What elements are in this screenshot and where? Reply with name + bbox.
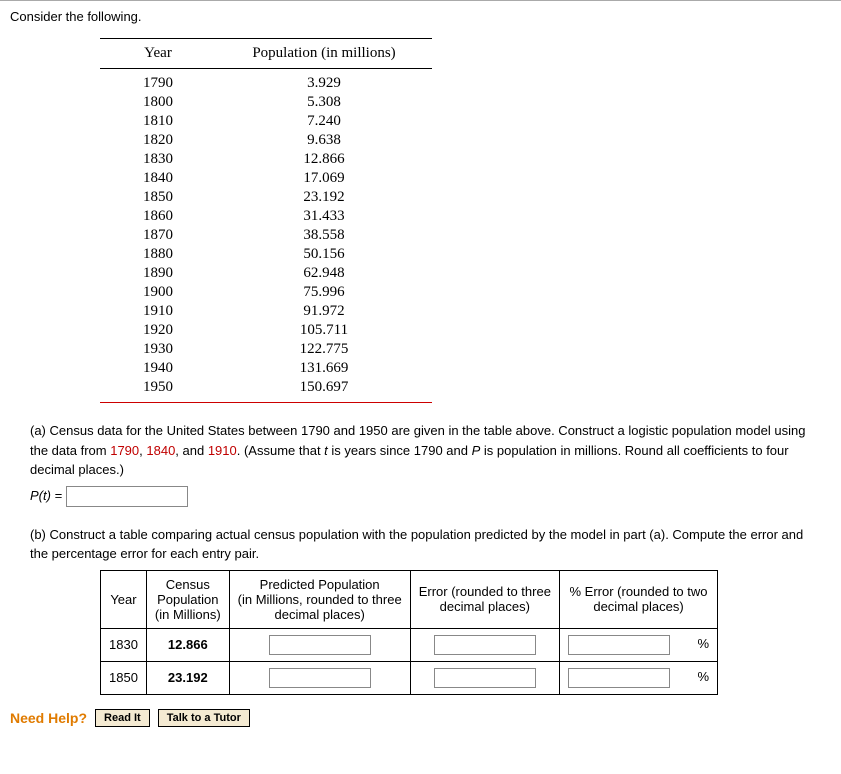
data-cell-year: 1860: [100, 207, 216, 226]
data-cell-year: 1920: [100, 321, 216, 340]
data-cell-population: 17.069: [216, 169, 432, 188]
data-cell-population: 23.192: [216, 188, 432, 207]
cmp-cell-census: 12.866: [146, 628, 229, 661]
data-cell-year: 1930: [100, 340, 216, 359]
cmp-cell-predicted: [229, 661, 410, 694]
error-input[interactable]: [434, 668, 536, 688]
data-cell-year: 1900: [100, 283, 216, 302]
data-cell-year: 1880: [100, 245, 216, 264]
data-cell-year: 1890: [100, 264, 216, 283]
col-header-year: Year: [100, 39, 216, 69]
pct-error-input[interactable]: [568, 635, 670, 655]
data-cell-year: 1950: [100, 378, 216, 403]
data-cell-year: 1870: [100, 226, 216, 245]
prompt-title: Consider the following.: [10, 9, 831, 24]
part-a-pvar: P: [472, 443, 481, 458]
predicted-input[interactable]: [269, 635, 371, 655]
data-cell-population: 91.972: [216, 302, 432, 321]
part-a-sep2: , and: [175, 443, 208, 458]
cmp-cell-pct-error: %: [559, 661, 717, 694]
cmp-cell-year: 1850: [101, 661, 147, 694]
col-header-population: Population (in millions): [216, 39, 432, 69]
comparison-table: Year CensusPopulation(in Millions) Predi…: [100, 570, 718, 695]
cmp-cell-census: 23.192: [146, 661, 229, 694]
cmp-cell-predicted: [229, 628, 410, 661]
part-b-text: (b) Construct a table comparing actual c…: [30, 525, 811, 564]
data-cell-population: 62.948: [216, 264, 432, 283]
read-it-button[interactable]: Read It: [95, 709, 150, 727]
cmp-header-census: CensusPopulation(in Millions): [146, 570, 229, 628]
data-cell-year: 1810: [100, 112, 216, 131]
formula-label: P(t) =: [30, 487, 62, 502]
data-cell-population: 122.775: [216, 340, 432, 359]
data-cell-year: 1940: [100, 359, 216, 378]
talk-to-tutor-button[interactable]: Talk to a Tutor: [158, 709, 250, 727]
data-cell-year: 1840: [100, 169, 216, 188]
part-a-post: . (Assume that: [237, 443, 324, 458]
error-input[interactable]: [434, 635, 536, 655]
data-cell-year: 1800: [100, 93, 216, 112]
data-cell-population: 5.308: [216, 93, 432, 112]
part-a-post2: is years since 1790 and: [328, 443, 472, 458]
cmp-cell-year: 1830: [101, 628, 147, 661]
data-cell-population: 50.156: [216, 245, 432, 264]
data-cell-year: 1910: [100, 302, 216, 321]
data-cell-population: 105.711: [216, 321, 432, 340]
part-a-year3: 1910: [208, 443, 237, 458]
data-cell-year: 1830: [100, 150, 216, 169]
cmp-cell-pct-error: %: [559, 628, 717, 661]
data-cell-population: 38.558: [216, 226, 432, 245]
data-cell-population: 12.866: [216, 150, 432, 169]
predicted-input[interactable]: [269, 668, 371, 688]
part-a-year1: 1790: [110, 443, 139, 458]
data-cell-population: 9.638: [216, 131, 432, 150]
data-cell-year: 1790: [100, 69, 216, 94]
cmp-cell-error: [410, 661, 559, 694]
cmp-header-year: Year: [101, 570, 147, 628]
part-a-year2: 1840: [146, 443, 175, 458]
data-cell-population: 75.996: [216, 283, 432, 302]
pct-symbol: %: [694, 669, 709, 684]
cmp-cell-error: [410, 628, 559, 661]
cmp-header-error: Error (rounded to threedecimal places): [410, 570, 559, 628]
population-data-table: Year Population (in millions) 17903.9291…: [100, 38, 432, 403]
data-cell-population: 150.697: [216, 378, 432, 403]
cmp-header-pct-error: % Error (rounded to twodecimal places): [559, 570, 717, 628]
need-help-label: Need Help?: [10, 710, 87, 726]
data-cell-year: 1820: [100, 131, 216, 150]
cmp-header-predicted: Predicted Population(in Millions, rounde…: [229, 570, 410, 628]
data-cell-population: 7.240: [216, 112, 432, 131]
data-cell-population: 131.669: [216, 359, 432, 378]
data-cell-year: 1850: [100, 188, 216, 207]
formula-input[interactable]: [66, 486, 188, 507]
data-cell-population: 3.929: [216, 69, 432, 94]
part-a-text: (a) Census data for the United States be…: [30, 421, 811, 480]
pct-symbol: %: [694, 636, 709, 651]
data-cell-population: 31.433: [216, 207, 432, 226]
pct-error-input[interactable]: [568, 668, 670, 688]
